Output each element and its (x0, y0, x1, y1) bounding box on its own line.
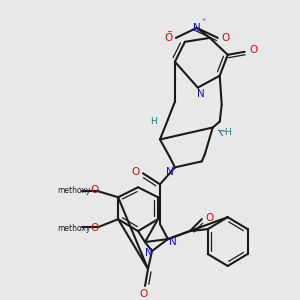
Text: ⁺: ⁺ (202, 17, 206, 26)
Text: N: N (145, 248, 153, 258)
Text: O: O (90, 185, 98, 195)
Text: O: O (165, 33, 173, 43)
Text: N: N (197, 88, 205, 99)
Text: H: H (151, 117, 158, 126)
Text: O: O (131, 167, 139, 177)
Text: N: N (166, 167, 174, 177)
Text: methoxy: methoxy (58, 224, 91, 232)
Text: O: O (90, 223, 98, 233)
Text: O: O (250, 45, 258, 55)
Text: O: O (206, 213, 214, 223)
Text: O: O (222, 33, 230, 43)
Text: H: H (224, 128, 231, 137)
Text: N: N (169, 237, 177, 247)
Text: methoxy: methoxy (58, 186, 91, 195)
Text: −: − (166, 29, 172, 35)
Text: N: N (193, 23, 201, 33)
Text: O: O (139, 289, 147, 299)
